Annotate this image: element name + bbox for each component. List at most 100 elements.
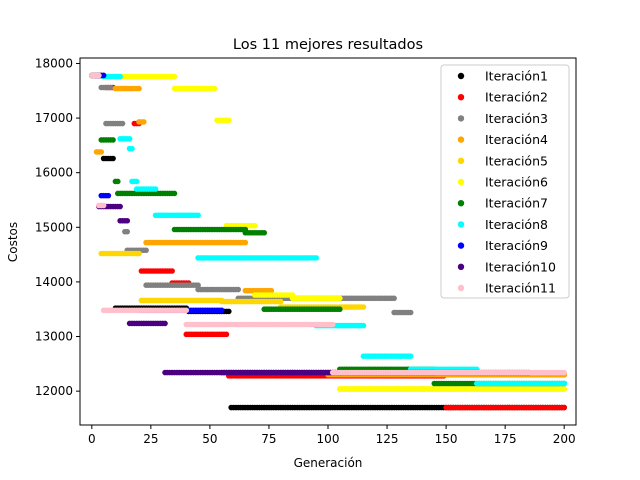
legend-label: Iteración1 [485, 69, 548, 84]
chart-title: Los 11 mejores resultados [233, 37, 423, 53]
data-point [124, 228, 131, 235]
legend-label: Iteración7 [485, 196, 548, 211]
y-tick-label: 12000 [35, 384, 73, 398]
data-point [268, 287, 275, 294]
data-point [136, 250, 142, 257]
data-point [162, 320, 168, 327]
data-point [561, 380, 567, 387]
data-point [126, 136, 133, 142]
x-tick-label: 150 [435, 432, 458, 446]
legend-label: Iteración3 [485, 111, 548, 126]
legend-label: Iteración10 [485, 259, 556, 274]
data-point [251, 222, 258, 229]
series-10 [96, 203, 438, 376]
data-point [261, 229, 268, 236]
data-point [407, 353, 414, 359]
data-point [114, 178, 121, 185]
legend-marker [457, 136, 465, 143]
data-point [100, 202, 107, 209]
legend-marker [457, 221, 465, 228]
x-tick-label: 200 [553, 432, 576, 446]
legend-marker [457, 115, 465, 122]
data-point [117, 73, 123, 80]
y-axis-title: Costos [6, 222, 20, 262]
legend-label: Iteración11 [485, 281, 556, 296]
data-point [152, 186, 159, 192]
data-point [119, 120, 126, 127]
x-tick-label: 0 [88, 432, 96, 446]
legend-label: Iteración4 [485, 132, 548, 147]
data-point [183, 307, 190, 314]
data-point [117, 203, 123, 210]
data-point [140, 119, 147, 125]
y-axis: 12000 13000 14000 15000 16000 17000 18000 [35, 56, 80, 398]
x-tick-label: 125 [376, 432, 399, 446]
data-point [171, 73, 178, 80]
data-point [96, 72, 102, 79]
legend-marker [457, 94, 465, 101]
data-point [218, 307, 225, 314]
legend-label: Iteración6 [485, 175, 548, 190]
data-point [133, 178, 140, 185]
legend-marker [457, 200, 465, 207]
data-point [110, 137, 116, 143]
data-point [143, 247, 149, 254]
x-tick-label: 100 [317, 432, 340, 446]
data-point [337, 306, 343, 313]
legend-marker [457, 284, 465, 292]
y-tick-label: 18000 [35, 56, 73, 70]
y-tick-label: 13000 [35, 330, 73, 344]
legend-box [440, 64, 570, 299]
legend-marker [457, 178, 465, 186]
legend-label: Iteración8 [485, 217, 548, 232]
data-point [235, 286, 242, 293]
legend-label: Iteración2 [485, 90, 548, 105]
data-point [129, 145, 135, 152]
y-tick-label: 17000 [35, 111, 73, 125]
x-axis: 0 25 50 75 100 125 150 175 200 [88, 425, 576, 446]
legend: Iteración1 Iteración2 Iteración3 Iteración4… [440, 64, 570, 299]
legend-marker [457, 72, 465, 80]
y-tick-label: 16000 [35, 166, 73, 180]
data-point [277, 298, 284, 305]
data-point [100, 72, 107, 79]
legend-label: Iteración9 [485, 238, 548, 253]
data-point [105, 192, 112, 199]
x-tick-label: 25 [143, 432, 158, 446]
x-axis-title: Generación [294, 456, 363, 470]
legend-marker [457, 263, 465, 270]
data-point [407, 309, 414, 316]
data-point [337, 295, 343, 302]
data-point [171, 190, 178, 197]
data-point [226, 308, 232, 315]
legend-marker [457, 242, 465, 249]
x-tick-label: 50 [202, 432, 217, 446]
data-point [169, 268, 175, 274]
data-point [360, 304, 367, 310]
legend-label: Iteración5 [485, 153, 548, 168]
data-point [107, 84, 114, 91]
data-point [360, 322, 367, 329]
data-point [195, 212, 201, 219]
x-tick-label: 175 [494, 432, 517, 446]
data-point [98, 149, 105, 155]
data-point [136, 85, 142, 92]
x-tick-label: 75 [261, 432, 276, 446]
data-point [329, 321, 336, 328]
data-point [391, 295, 397, 302]
data-point [195, 282, 201, 288]
data-point [561, 404, 567, 411]
data-point [561, 369, 567, 376]
series-11 [89, 72, 567, 376]
data-point [561, 386, 567, 392]
y-tick-label: 14000 [35, 275, 73, 289]
data-point [211, 85, 218, 92]
y-tick-label: 15000 [35, 220, 73, 234]
data-point [242, 239, 249, 246]
data-point [223, 331, 230, 338]
data-point [124, 217, 131, 224]
data-marks [89, 72, 567, 411]
data-point [226, 117, 232, 124]
legend-marker [457, 157, 465, 164]
